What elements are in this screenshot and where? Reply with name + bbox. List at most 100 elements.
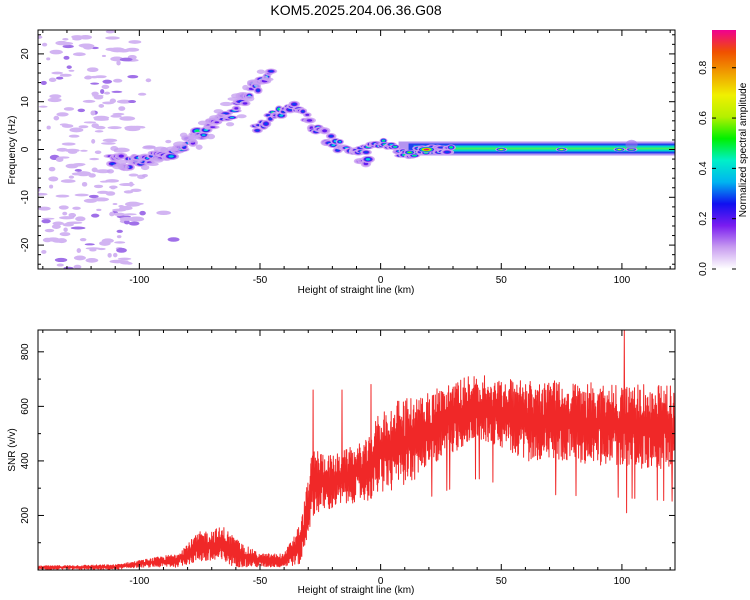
noise-blob	[139, 210, 146, 216]
noise-blob	[91, 139, 96, 144]
noise-blob	[112, 112, 125, 116]
sweep-halo	[197, 120, 209, 126]
sweep-halo	[142, 145, 156, 150]
noise-blob	[93, 184, 104, 189]
noise-blob	[56, 112, 69, 117]
sweep-halo	[225, 122, 235, 127]
sweep-halo	[247, 79, 260, 85]
hump-blob	[301, 110, 305, 113]
noise-blob	[123, 219, 130, 225]
noise-blob	[110, 56, 124, 62]
sweep-blob	[118, 154, 124, 158]
y-tick-label: 10	[20, 96, 31, 108]
noise-blob	[119, 57, 133, 62]
sweep-halo	[220, 101, 233, 107]
line-blob	[364, 151, 369, 154]
y-tick-label: -10	[20, 190, 31, 205]
sweep-halo	[256, 69, 266, 74]
sweep-halo	[116, 159, 128, 165]
noise-blob	[111, 90, 123, 93]
x-tick-label: 50	[496, 576, 508, 587]
noise-blob	[62, 37, 69, 41]
noise-blob	[51, 71, 64, 75]
noise-blob	[128, 181, 134, 187]
colorbar-ticks: 0.0 0.2 0.4 0.6 0.8	[698, 60, 736, 276]
noise-blob	[46, 57, 51, 61]
noise-blob	[105, 30, 115, 34]
sweep-halo	[137, 174, 146, 180]
noise-blob	[70, 226, 86, 230]
noise-blob	[76, 248, 82, 253]
colorbar: 0.0 0.2 0.4 0.6 0.8 Normalized spectral ampl…	[698, 30, 749, 276]
snr-ylabel: SNR (v/v)	[7, 428, 18, 471]
colorbar-tick-label: 0.4	[698, 161, 709, 175]
noise-blob	[91, 213, 100, 218]
noise-blob	[42, 237, 52, 243]
sweep-halo	[236, 114, 247, 119]
noise-blob	[61, 142, 76, 146]
x-tick-label: 100	[614, 576, 631, 587]
sweep-blob	[201, 134, 206, 136]
noise-blob	[79, 34, 92, 40]
noise-blob	[73, 255, 86, 261]
noise-blob	[107, 126, 122, 130]
noise-blob	[89, 157, 100, 161]
noise-blob	[59, 123, 69, 126]
line-spot	[560, 148, 564, 151]
noise-blob	[128, 40, 142, 44]
colorbar-tick-label: 0.8	[698, 60, 709, 74]
snr-line	[38, 330, 675, 570]
noise-blob	[85, 258, 99, 263]
sweep-halo	[213, 109, 224, 114]
noise-blob	[42, 42, 48, 47]
x-tick-label: 0	[378, 576, 384, 587]
noise-blob	[90, 110, 96, 116]
noise-blob	[85, 247, 101, 250]
y-tick-label: 600	[20, 398, 31, 415]
noise-blob	[56, 76, 64, 80]
noise-blob	[99, 180, 110, 183]
noise-blob	[91, 91, 99, 96]
line-blob	[444, 151, 450, 154]
noise-blob	[66, 65, 72, 69]
sweep-halo	[112, 163, 125, 170]
sweep-halo	[206, 133, 216, 140]
noise-blob	[38, 105, 48, 108]
line-blob	[449, 146, 453, 149]
noise-blob	[83, 198, 98, 203]
noise-blob	[90, 82, 100, 85]
noise-blob	[73, 264, 82, 269]
noise-blob	[38, 187, 41, 192]
noise-blob	[38, 206, 51, 211]
sweep-blob	[214, 121, 220, 124]
noise-blob	[68, 212, 76, 217]
noise-blob	[52, 239, 63, 243]
noise-blob	[105, 47, 117, 52]
line-spot	[499, 148, 503, 151]
x-tick-label: 100	[614, 275, 631, 286]
spectrogram-heatmap	[38, 30, 675, 269]
colorbar-tick-label: 0.2	[698, 211, 709, 225]
noise-blob	[62, 44, 74, 49]
noise-blob	[41, 219, 51, 224]
noise-blob	[40, 80, 47, 86]
noise-blob	[72, 52, 86, 57]
noise-blob	[94, 150, 102, 154]
y-tick-label: 400	[20, 452, 31, 469]
noise-blob	[116, 99, 133, 104]
sweep-halo	[132, 158, 143, 164]
noise-blob	[128, 100, 137, 104]
noise-blob	[95, 169, 111, 174]
line-blob	[382, 139, 385, 142]
y-tick-label: 20	[20, 48, 31, 60]
noise-blob	[68, 175, 75, 179]
noise-blob	[55, 40, 68, 46]
sweep-halo	[263, 77, 274, 82]
sweep-halo	[140, 164, 150, 171]
sweep-halo	[189, 133, 202, 140]
noise-blob	[77, 108, 86, 113]
snr-ticks: -100 -50 0 50 100 200 400 600 800	[20, 330, 675, 587]
noise-blob	[156, 210, 171, 216]
